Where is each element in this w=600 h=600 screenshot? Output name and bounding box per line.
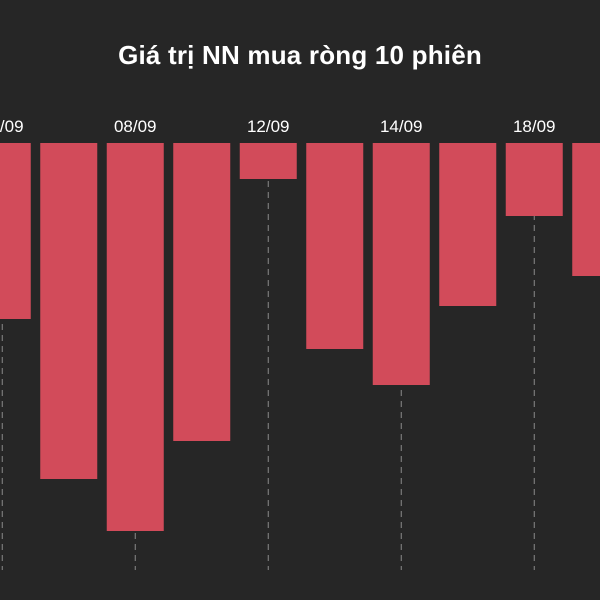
x-tick-label: 06/09 <box>0 117 24 136</box>
x-tick-label: 12/09 <box>247 117 290 136</box>
bar-06-09 <box>0 143 31 319</box>
bar-19-09 <box>572 143 600 276</box>
bar-18-09 <box>505 143 563 216</box>
bar-13-09 <box>306 143 364 349</box>
x-tick-label: 14/09 <box>380 117 423 136</box>
bar-14-09 <box>372 143 430 385</box>
x-tick-label: 18/09 <box>513 117 556 136</box>
x-tick-label: 08/09 <box>114 117 157 136</box>
chart-title: Giá trị NN mua ròng 10 phiên <box>118 40 482 70</box>
bar-07-09 <box>40 143 98 479</box>
bar-08-09 <box>106 143 164 531</box>
bar-11-09 <box>173 143 231 441</box>
bar-15-09 <box>439 143 497 306</box>
bar-12-09 <box>239 143 297 179</box>
